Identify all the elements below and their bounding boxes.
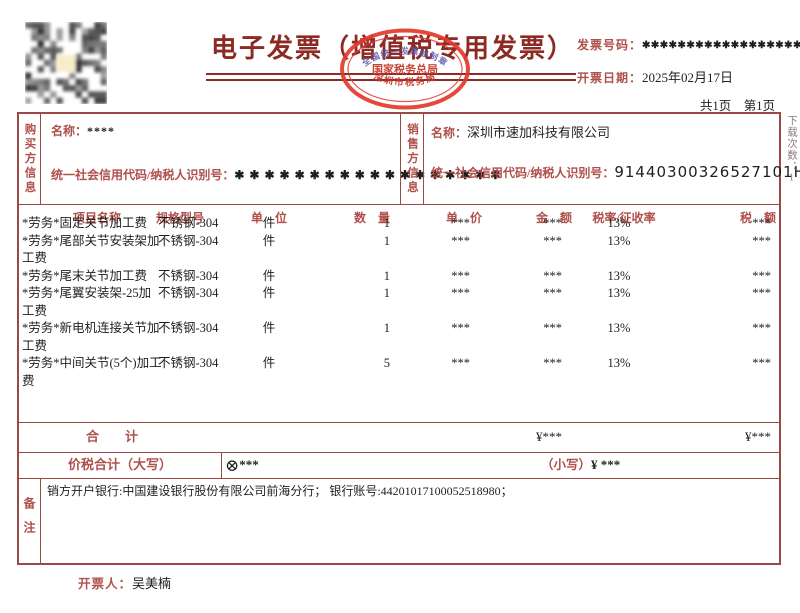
qr-code (25, 22, 107, 104)
items-list: *劳务*固定关节加工费 不锈钢-304 件 1 *** *** 13% *** … (19, 215, 779, 390)
seller-section-label: 销售方信息 (400, 114, 424, 204)
issuer-row: 开票人：吴美楠 (78, 573, 171, 592)
summary-daxie-label: 价税合计（大写） (67, 457, 172, 472)
seller-taxid-label: 统一社会信用代码/纳税人识别号： (431, 166, 615, 180)
invoice-meta: 发票号码：✱✱✱✱✱✱✱✱✱✱✱✱✱✱✱✱✱✱✱✱ 开票日期：2025年02月1… (577, 36, 800, 100)
invoice-table: 购买方信息 名称：**** 统一社会信用代码/纳税人识别号：✱ ✱ ✱ ✱ ✱ … (17, 112, 800, 565)
summary-top-line (19, 452, 779, 453)
summary-xiaoxie-label: （小写） (541, 458, 592, 472)
tax-bureau-stamp-icon: 全国统一发票监制章 国家税务总局 深圳市税务局 (340, 28, 470, 110)
remarks-section-label: 备注 (19, 478, 41, 563)
issuer-value: 吴美楠 (132, 576, 172, 591)
invoice-number-label: 发票号码： (577, 38, 643, 52)
total-tax: ¥*** (745, 429, 771, 444)
invoice-number-value: ✱✱✱✱✱✱✱✱✱✱✱✱✱✱✱✱✱✱✱✱ (642, 40, 800, 51)
col-header-name: 项目名称 (72, 211, 121, 225)
col-header-price: 单 价 (445, 211, 482, 225)
stamp-center-text: 国家税务总局 (372, 62, 438, 76)
item-row: *劳务*固定关节加工费 不锈钢-304 件 1 *** *** 13% *** (22, 216, 771, 230)
buyer-name-label: 名称： (51, 124, 88, 138)
page-count: 共1页 第1页 (699, 99, 775, 113)
seller-taxid-value: 91440300326527101H (614, 163, 800, 181)
item-row: *劳务*尾翼安装架-25加工费 不锈钢-304 件 1 *** *** 13% … (22, 286, 771, 318)
summary-xiaoxie-value: ¥ *** (591, 457, 621, 472)
seller-name-label: 名称： (431, 126, 468, 140)
total-row: 合 计 ¥*** ¥*** (19, 422, 779, 452)
seller-name-value: 深圳市速加科技有限公司 (467, 125, 611, 140)
item-row: *劳务*尾末关节加工费 不锈钢-304 件 1 *** *** 13% *** (22, 268, 771, 283)
party-divider (19, 204, 779, 205)
col-header-spec: 规格型号 (155, 211, 204, 225)
invoice-title: 电子发票（增值税专用发票） (210, 34, 575, 63)
summary-xiaoxie: （小写）¥ *** (541, 452, 620, 478)
issuer-label: 开票人： (78, 577, 133, 591)
item-row: *劳务*新电机连接关节加工费 不锈钢-304 件 1 *** *** 13% *… (22, 321, 771, 353)
col-header-amount: 金 额 (535, 211, 572, 225)
col-header-tax: 税 额 (739, 211, 776, 225)
item-row: *劳务*尾部关节安装架加工费 不锈钢-304 件 1 *** *** 13% *… (22, 233, 771, 266)
buyer-taxid-row: 统一社会信用代码/纳税人识别号：✱ ✱ ✱ ✱ ✱ ✱ ✱ ✱ ✱ ✱ ✱ ✱ … (51, 166, 501, 183)
invoice-date-label: 开票日期： (577, 71, 643, 85)
summary-row: 价税合计（大写） ⊗*** （小写）¥ *** (19, 452, 779, 478)
summary-daxie-value: ⊗*** (225, 456, 259, 475)
col-header-rate: 税率/征收率 (592, 211, 656, 225)
summary-cell-divider (221, 452, 222, 478)
seller-taxid-row: 统一社会信用代码/纳税人识别号：91440300326527101H (431, 163, 800, 181)
buyer-taxid-label: 统一社会信用代码/纳税人识别号： (51, 168, 235, 182)
buyer-section-label: 购买方信息 (19, 114, 41, 204)
item-row: *劳务*中间关节(5个)加工费 不锈钢-304 件 5 *** *** 13% … (22, 356, 771, 388)
download-count-note: 下载次数：1 (786, 115, 797, 185)
total-top-line (19, 422, 779, 423)
circled-x-icon: ⊗ (225, 456, 240, 475)
buyer-name-row: 名称：**** (51, 122, 115, 139)
total-label: 合 计 (85, 429, 138, 444)
col-header-qty: 数 量 (353, 211, 390, 225)
seller-name-row: 名称：深圳市速加科技有限公司 (431, 122, 610, 141)
invoice-date-value: 2025年02月17日 (642, 70, 734, 85)
total-amount: ¥*** (536, 429, 562, 444)
buyer-name-value: **** (87, 124, 116, 138)
title-double-underline (206, 73, 576, 81)
remarks-top-line (19, 478, 779, 479)
remarks-content: 销方开户银行:中国建设银行股份有限公司前海分行； 银行账号:4420101710… (47, 484, 513, 498)
buyer-taxid-value: ✱ ✱ ✱ ✱ ✱ ✱ ✱ ✱ ✱ ✱ ✱ ✱ ✱ ✱ ✱ ✱ ✱ ✱ (234, 168, 502, 182)
col-header-unit: 单 位 (250, 211, 287, 225)
